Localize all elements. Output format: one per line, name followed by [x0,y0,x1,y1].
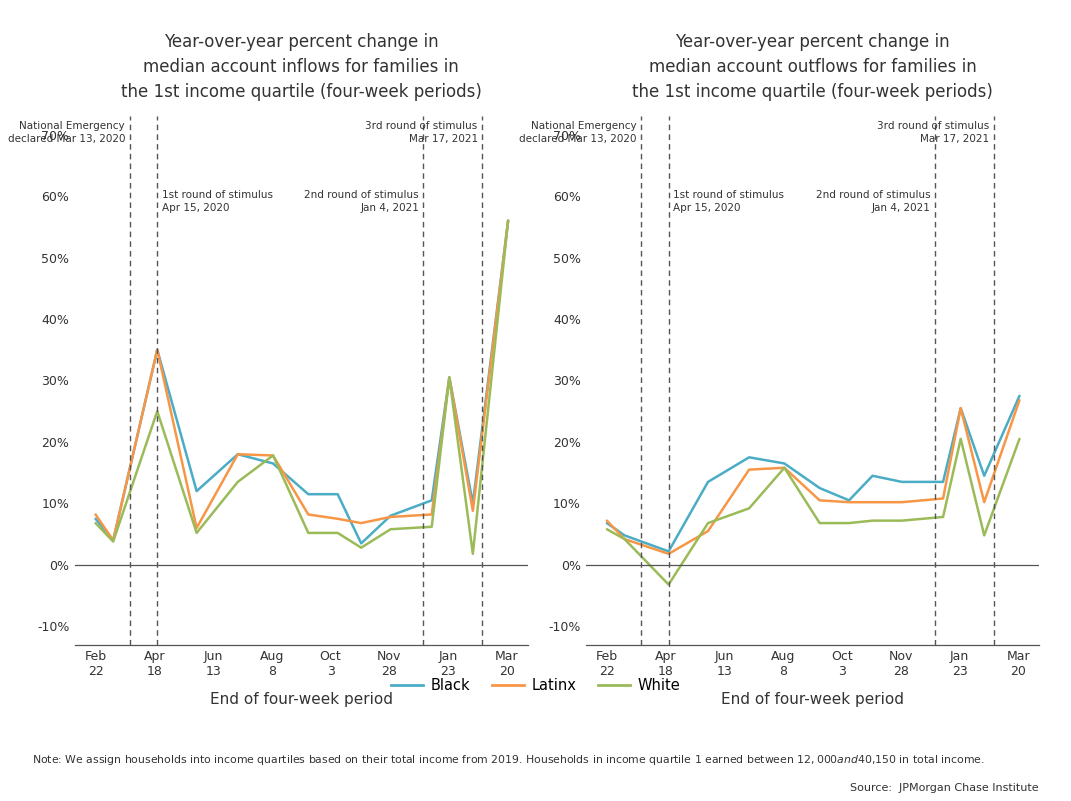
Text: 1st round of stimulus
Apr 15, 2020: 1st round of stimulus Apr 15, 2020 [162,190,273,213]
Text: 2nd round of stimulus
Jan 4, 2021: 2nd round of stimulus Jan 4, 2021 [816,190,931,213]
Title: Year-over-year percent change in
median account outflows for families in
the 1st: Year-over-year percent change in median … [632,33,993,101]
X-axis label: End of four-week period: End of four-week period [210,692,393,707]
X-axis label: End of four-week period: End of four-week period [721,692,904,707]
Text: National Emergency
declared Mar 13, 2020: National Emergency declared Mar 13, 2020 [519,122,636,144]
Text: Source:  JPMorgan Chase Institute: Source: JPMorgan Chase Institute [850,783,1039,793]
Title: Year-over-year percent change in
median account inflows for families in
the 1st : Year-over-year percent change in median … [121,33,482,101]
Text: 2nd round of stimulus
Jan 4, 2021: 2nd round of stimulus Jan 4, 2021 [304,190,419,213]
Text: 1st round of stimulus
Apr 15, 2020: 1st round of stimulus Apr 15, 2020 [674,190,784,213]
Text: 3rd round of stimulus
Mar 17, 2021: 3rd round of stimulus Mar 17, 2021 [877,122,990,144]
Text: National Emergency
declared Mar 13, 2020: National Emergency declared Mar 13, 2020 [7,122,125,144]
Text: 3rd round of stimulus
Mar 17, 2021: 3rd round of stimulus Mar 17, 2021 [365,122,478,144]
Text: Note: We assign households into income quartiles based on their total income fro: Note: We assign households into income q… [32,753,984,767]
Legend: Black, Latinx, White: Black, Latinx, White [386,673,685,699]
